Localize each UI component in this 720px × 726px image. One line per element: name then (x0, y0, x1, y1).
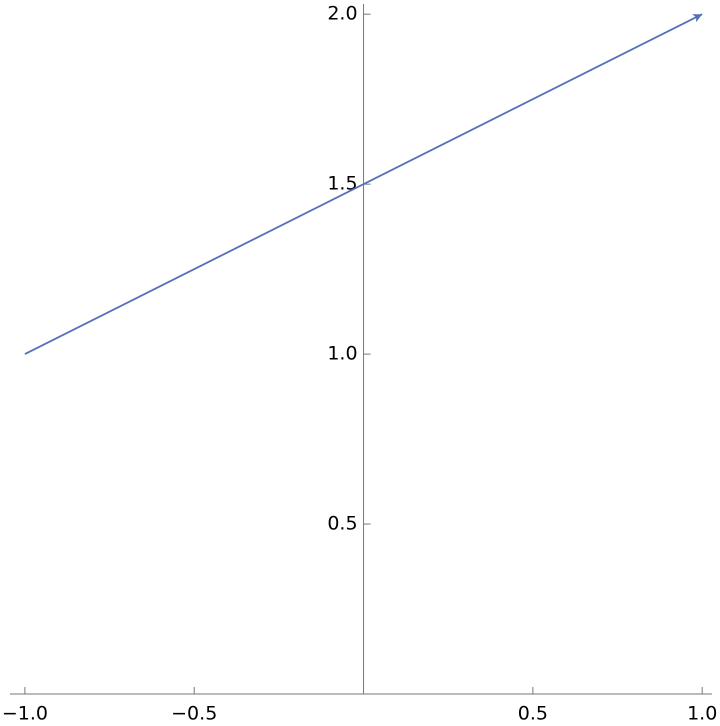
arrow (24, 13, 703, 355)
x-tick-label: −0.5 (171, 703, 217, 725)
y-tick-label: 2.0 (327, 3, 357, 25)
x-tick-label: 0.5 (518, 703, 548, 725)
y-tick-label: 1.5 (327, 173, 357, 195)
x-tick-label: 1.0 (687, 703, 717, 725)
y-tick-label: 0.5 (327, 513, 357, 535)
y-tick-label: 1.0 (327, 343, 357, 365)
x-tick-label: −1.0 (2, 703, 48, 725)
